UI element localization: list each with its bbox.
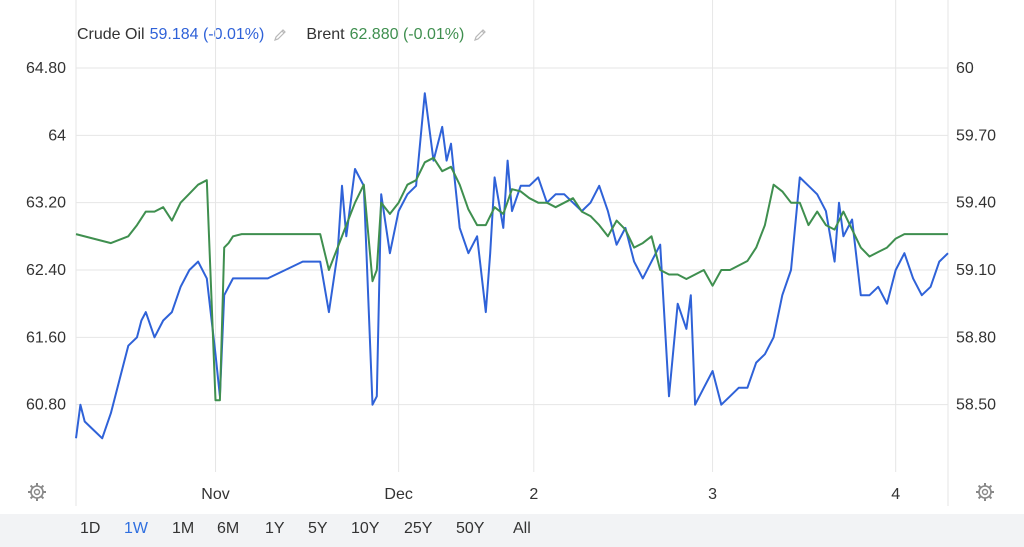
x-tick-label: 2	[529, 486, 538, 503]
x-tick-label: Dec	[384, 486, 412, 503]
right-tick-label: 58.80	[956, 329, 996, 346]
series-line-crude-oil	[75, 92, 949, 440]
right-tick-label: 59.10	[956, 262, 996, 279]
left-tick-label: 61.60	[26, 329, 66, 346]
x-tick-label: 4	[891, 486, 900, 503]
legend-crude-value: 59.184 (-0.01%)	[149, 26, 265, 43]
gear-icon[interactable]	[27, 482, 47, 502]
pencil-icon[interactable]	[472, 27, 488, 43]
legend-brent-value: 62.880 (-0.01%)	[349, 26, 465, 43]
range-button-1y[interactable]: 1Y	[265, 520, 285, 537]
right-tick-label: 59.40	[956, 195, 996, 212]
left-tick-label: 62.40	[26, 262, 66, 279]
range-button-5y[interactable]: 5Y	[308, 520, 328, 537]
range-button-1m[interactable]: 1M	[172, 520, 195, 537]
range-button-6m[interactable]: 6M	[217, 520, 240, 537]
gear-icon[interactable]	[975, 482, 995, 502]
range-button-all[interactable]: All	[513, 520, 531, 537]
x-tick-label: 3	[708, 486, 717, 503]
left-tick-label: 63.20	[26, 195, 66, 212]
range-button-1d[interactable]: 1D	[80, 520, 101, 537]
legend-crude-name: Crude Oil	[77, 26, 145, 43]
series-line-brent	[75, 156, 948, 402]
right-tick-label: 60	[956, 60, 974, 77]
x-tick-label: Nov	[201, 486, 229, 503]
legend: Crude Oil 59.184 (-0.01%) Brent 62.880 (…	[77, 26, 488, 44]
range-button-25y[interactable]: 25Y	[404, 520, 433, 537]
left-tick-label: 64.80	[26, 60, 66, 77]
pencil-icon[interactable]	[272, 27, 288, 43]
range-button-10y[interactable]: 10Y	[351, 520, 380, 537]
left-tick-label: 64	[48, 127, 66, 144]
right-tick-label: 58.50	[956, 397, 996, 414]
range-button-50y[interactable]: 50Y	[456, 520, 485, 537]
legend-brent-name: Brent	[306, 26, 345, 43]
right-tick-label: 59.70	[956, 127, 996, 144]
range-button-1w[interactable]: 1W	[124, 520, 148, 537]
left-tick-label: 60.80	[26, 397, 66, 414]
range-selector-bar	[0, 514, 1024, 547]
